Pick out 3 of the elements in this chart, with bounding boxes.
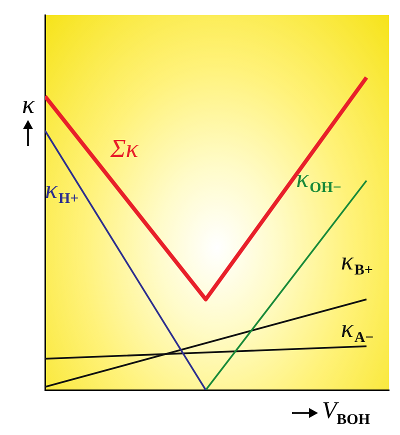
y-axis-title: κ <box>22 90 34 120</box>
series-label: Σκ <box>109 134 139 163</box>
x-axis-title: V$_{BOH}$ <box>322 398 370 429</box>
